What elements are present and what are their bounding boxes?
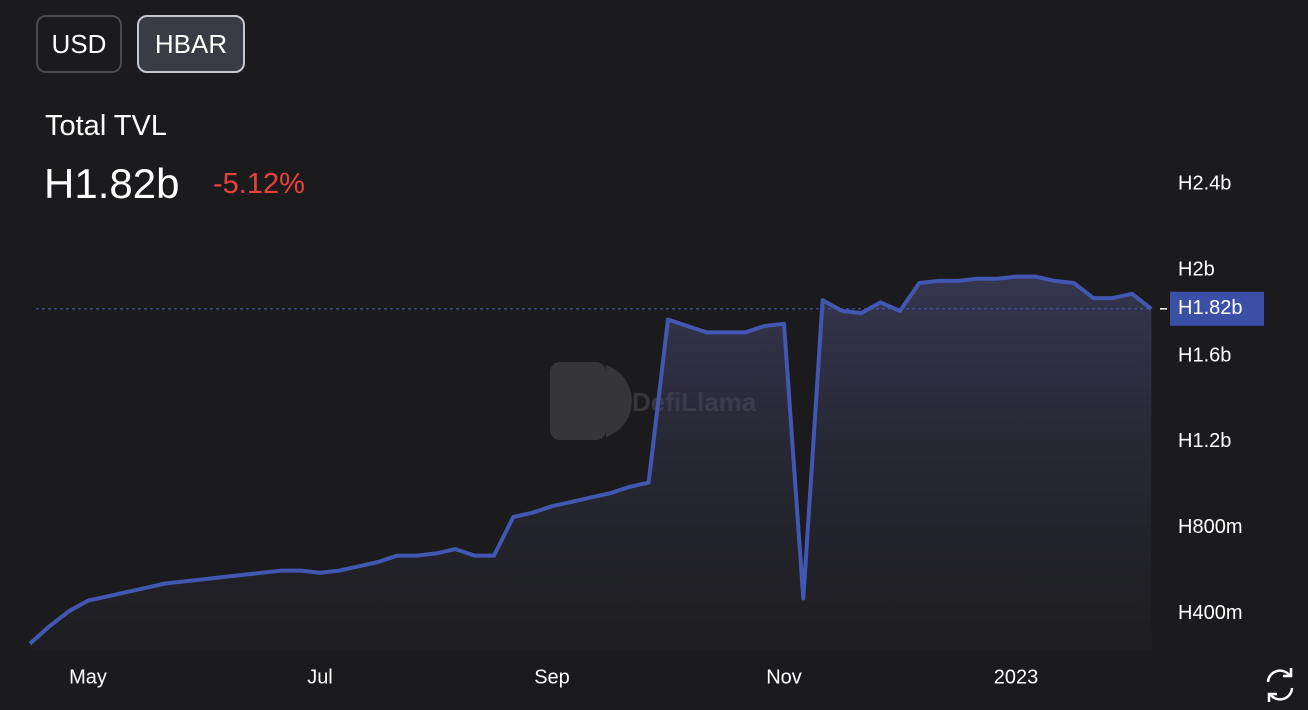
last-value-tag bbox=[1170, 291, 1264, 326]
area bbox=[30, 276, 1152, 650]
refresh-icon[interactable] bbox=[1266, 668, 1294, 702]
currency-button[interactable]: HBAR bbox=[137, 15, 245, 73]
y-tick-label: H800m bbox=[1178, 516, 1242, 538]
currency-button[interactable]: USD bbox=[36, 15, 122, 73]
y-tick-label: H1.2b bbox=[1178, 430, 1231, 452]
y-tick-label: H2b bbox=[1178, 258, 1215, 280]
last-value-label: H1.82b bbox=[1178, 297, 1243, 319]
line bbox=[28, 274, 1153, 646]
chart-title: Total TVL bbox=[45, 110, 167, 142]
y-tick-label: H1.6b bbox=[1178, 344, 1231, 366]
x-tick-label: May bbox=[69, 666, 107, 688]
y-tick-label: H400m bbox=[1178, 602, 1242, 624]
x-tick-label: 2023 bbox=[994, 666, 1039, 688]
current-value: H1.82b bbox=[44, 160, 180, 207]
x-tick-label: Sep bbox=[534, 666, 570, 688]
x-tick-label: Jul bbox=[307, 666, 333, 688]
x-tick-label: Nov bbox=[766, 666, 802, 688]
y-tick-label: H2.4b bbox=[1178, 173, 1231, 195]
change-percent: -5.12% bbox=[213, 168, 305, 200]
